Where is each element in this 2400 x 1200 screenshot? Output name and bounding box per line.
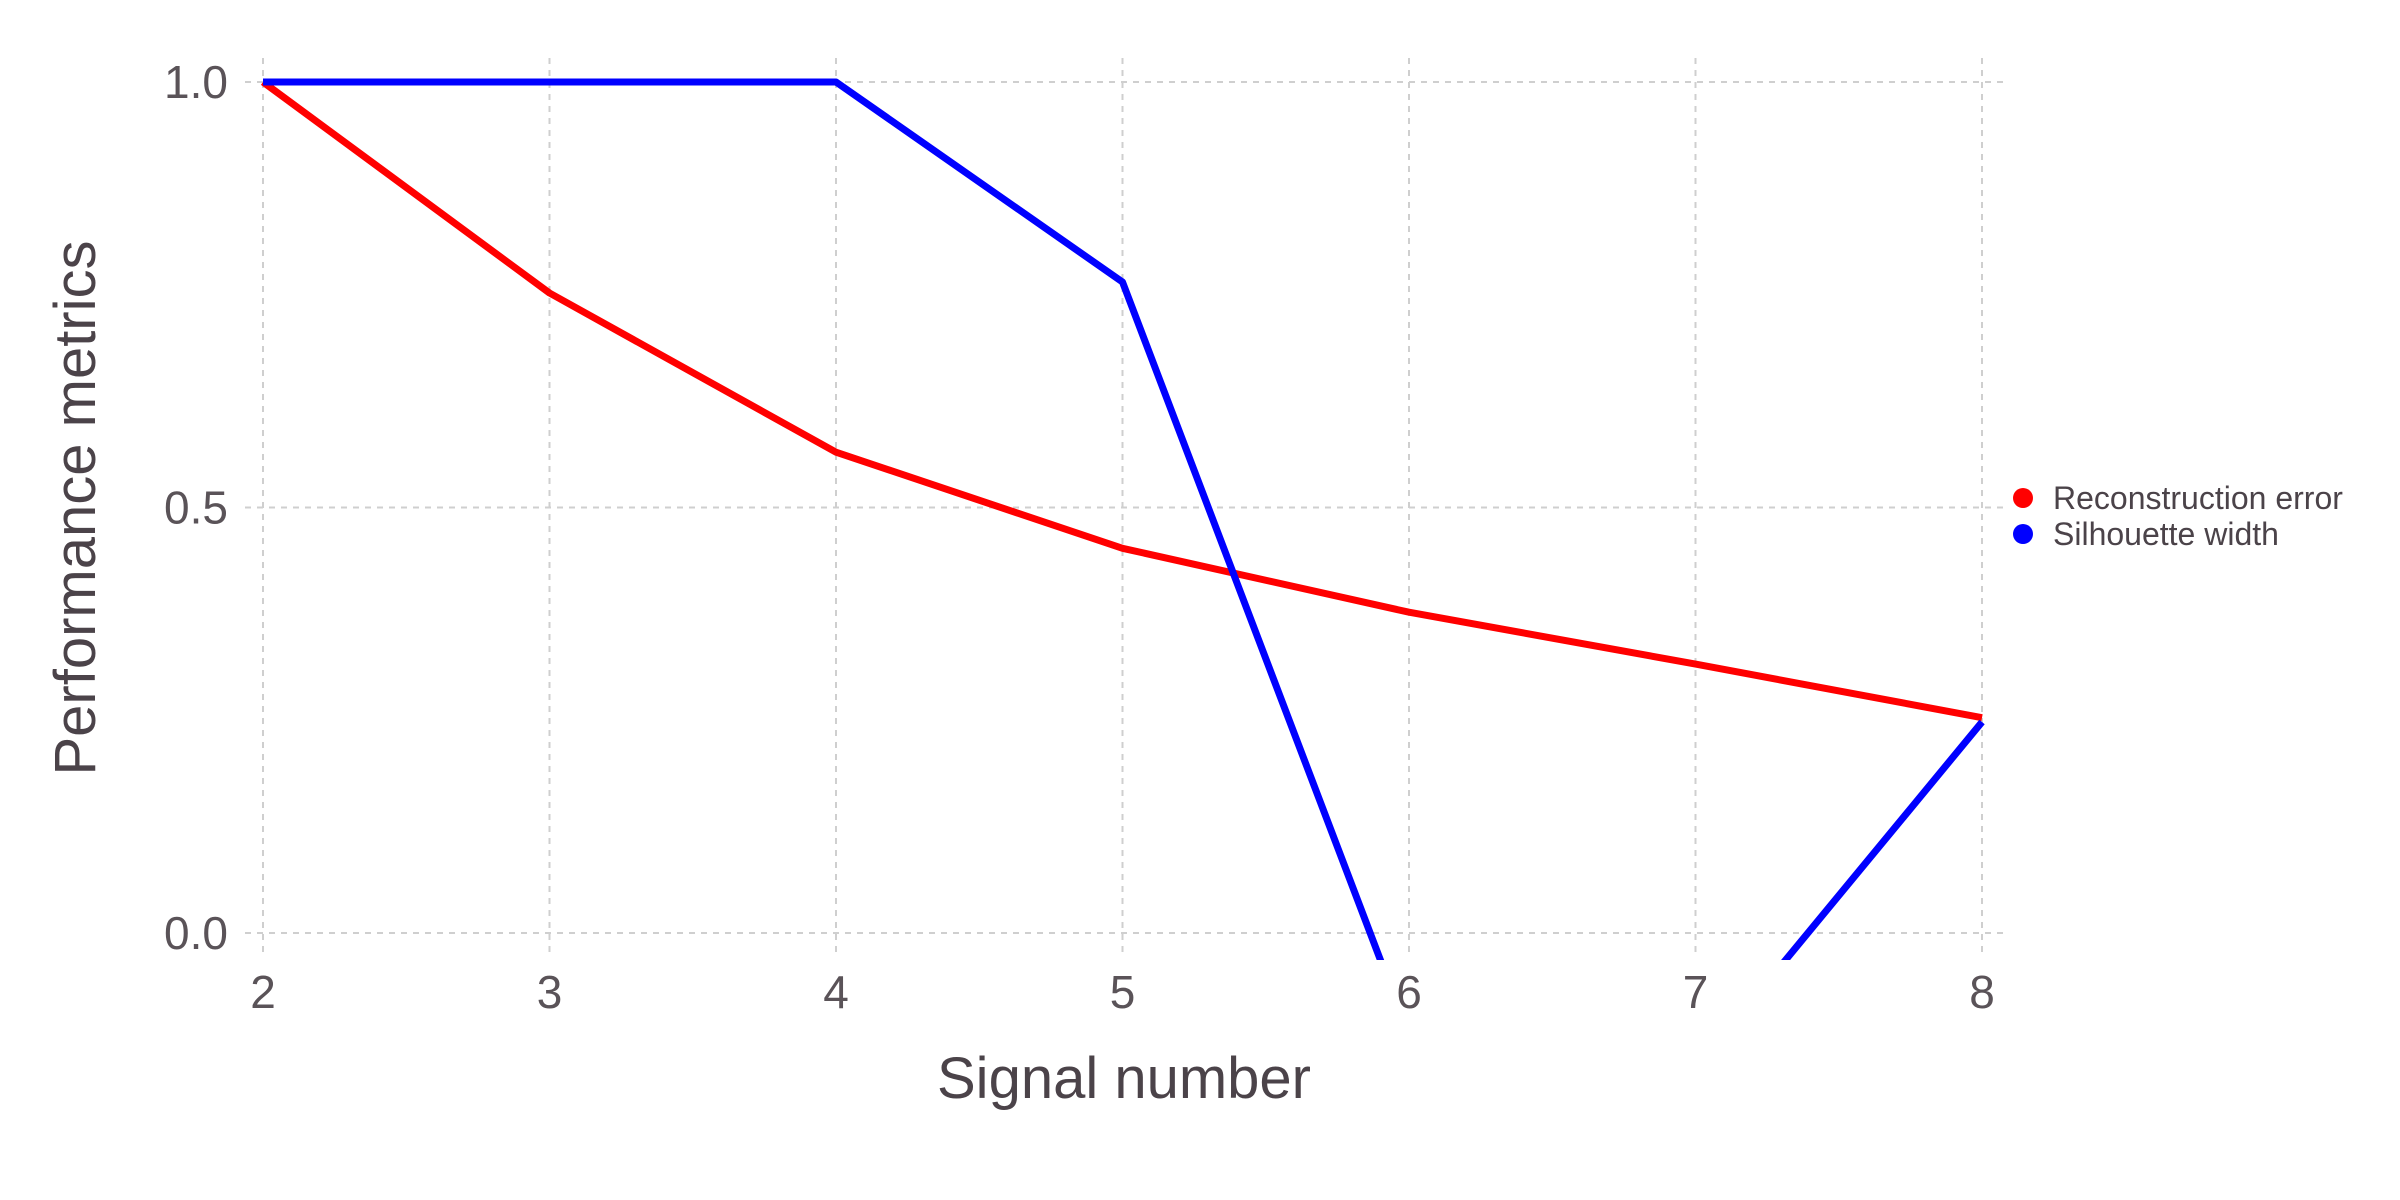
x-tick-label: 2 <box>250 966 276 1018</box>
x-tick-label: 8 <box>1969 966 1995 1018</box>
y-axis-ticks: 0.0 0.5 1.0 <box>164 56 228 959</box>
x-axis-ticks: 2 3 4 5 6 7 8 <box>250 966 1995 1018</box>
x-tick-label: 5 <box>1110 966 1136 1018</box>
y-tick-label: 1.0 <box>164 56 228 108</box>
x-tick-label: 7 <box>1683 966 1709 1018</box>
legend-marker-reconstruction-error <box>2013 488 2033 508</box>
series-line-reconstruction-error <box>260 79 1983 722</box>
grid <box>245 58 2005 955</box>
x-axis-title: Signal number <box>937 1046 1311 1111</box>
legend-marker-silhouette-width <box>2013 524 2033 544</box>
x-tick-label: 4 <box>823 966 849 1018</box>
series-group <box>260 78 1985 960</box>
y-axis-title: Performance metrics <box>43 240 108 775</box>
y-tick-label: 0.5 <box>164 482 228 534</box>
series-line-silhouette-width <box>263 78 1985 960</box>
legend-label-reconstruction-error: Reconstruction error <box>2053 480 2343 516</box>
x-tick-label: 6 <box>1396 966 1422 1018</box>
legend-label-silhouette-width: Silhouette width <box>2053 516 2279 552</box>
x-tick-label: 3 <box>537 966 563 1018</box>
y-tick-label: 0.0 <box>164 907 228 959</box>
